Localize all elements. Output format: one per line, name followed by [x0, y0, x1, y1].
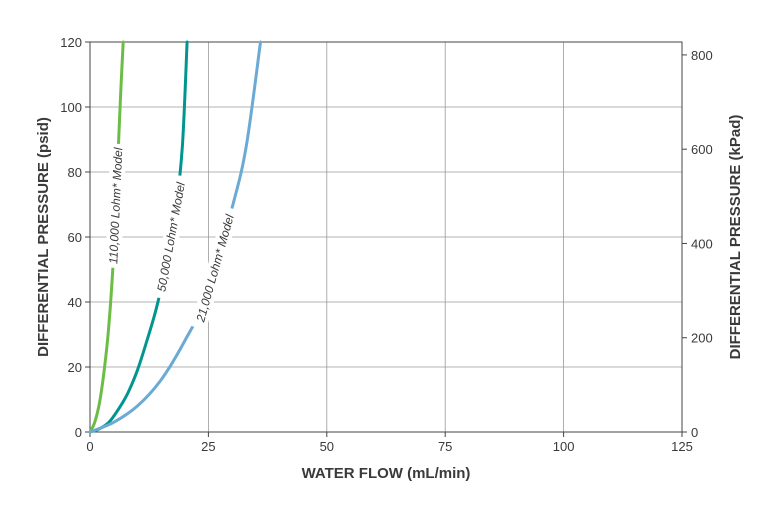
series-line: [88, 40, 262, 434]
x-tick-label: 125: [671, 439, 693, 454]
y-tick-labels: 0 20 40 60 80 100 120: [60, 35, 82, 440]
y-tick-label: 0: [75, 425, 82, 440]
x-tick-label: 25: [201, 439, 215, 454]
series-label-bg: [152, 174, 191, 300]
x-tick-label: 75: [438, 439, 452, 454]
x-tick-label: 100: [553, 439, 575, 454]
y-axis-title: DIFFERENTIAL PRESSURE (psid): [35, 117, 52, 357]
y-tick-label: 20: [68, 360, 82, 375]
y2-tick-label: 400: [691, 236, 713, 251]
y-tick-label: 60: [68, 230, 82, 245]
series-label: 110,000 Lohm* Model: [105, 143, 127, 269]
y2-tick-label: 200: [691, 331, 713, 346]
y-tick-label: 40: [68, 295, 82, 310]
x-axis-title: WATER FLOW (mL/min): [302, 465, 471, 482]
x-tick-labels: 0 25 50 75 100 125: [86, 439, 692, 454]
series-label-text: 110,000 Lohm* Model: [106, 147, 125, 264]
series-label-text: 21,000 Lohm* Model: [193, 213, 237, 325]
y2-tick-label: 800: [691, 48, 713, 63]
x-tick-label: 50: [320, 439, 334, 454]
series-label-bg: [190, 206, 240, 331]
y2-tick-label: 600: [691, 142, 713, 157]
plot-frame: [89, 41, 683, 433]
series-line: [88, 40, 125, 434]
y-tick-label: 100: [60, 100, 82, 115]
y2-tick-labels: 0 200 400 600 800: [691, 48, 713, 440]
series-label: 21,000 Lohm* Model: [190, 206, 240, 331]
y2-tick-label: 0: [691, 425, 698, 440]
y-tick-label: 120: [60, 35, 82, 50]
series-label-bg: [105, 143, 127, 269]
x-tick-label: 0: [86, 439, 93, 454]
y-tick-label: 80: [68, 165, 82, 180]
y2-axis-title: DIFFERENTIAL PRESSURE (kPad): [727, 115, 744, 360]
